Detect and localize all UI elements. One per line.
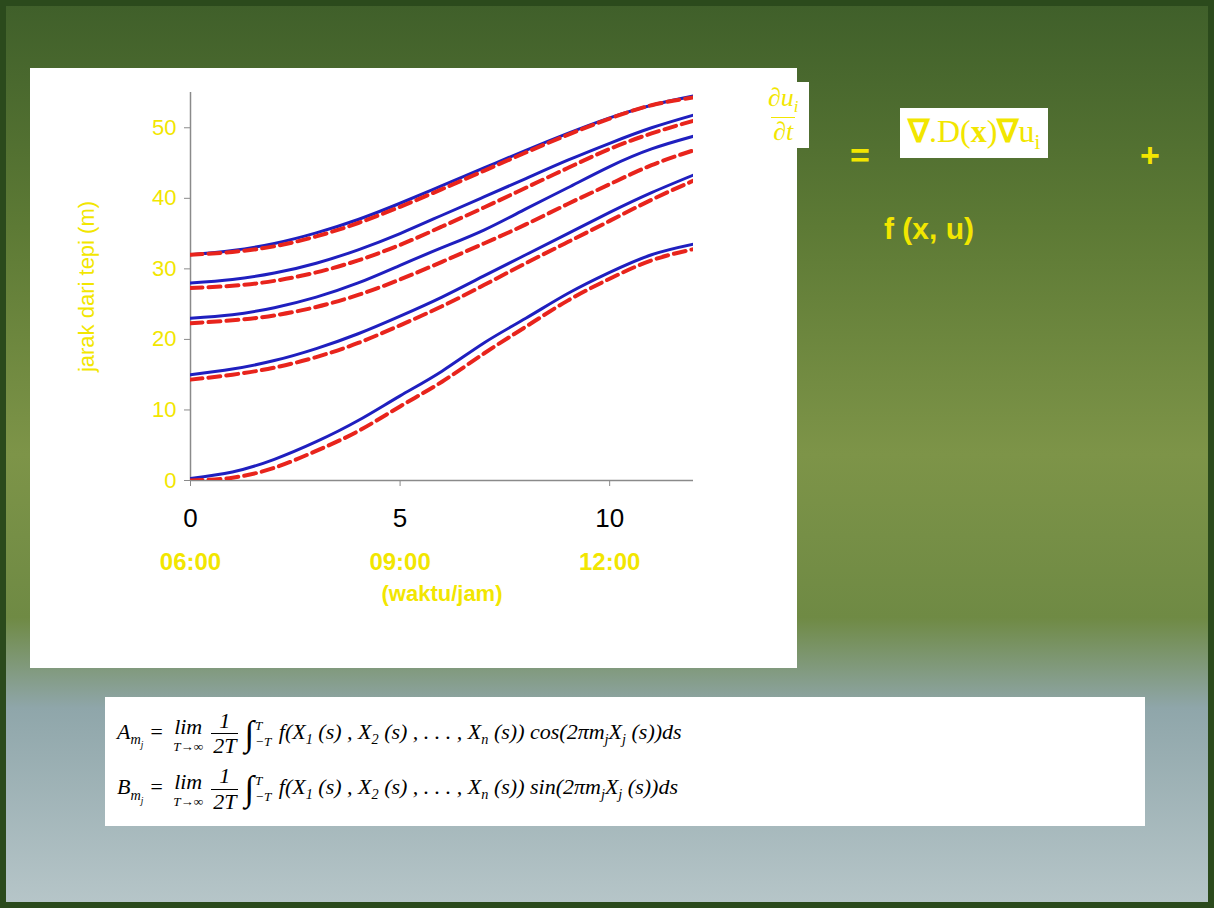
html-text:T→∞: T→∞ <box>173 794 204 810</box>
svg-text:5: 5 <box>393 503 407 533</box>
html-text:2T ∫: 2T ∫ <box>213 769 255 814</box>
svg-text:0: 0 <box>164 468 176 493</box>
svg-text:30: 30 <box>152 256 176 281</box>
svg-text:50: 50 <box>152 115 176 140</box>
svg-text:10: 10 <box>595 503 624 533</box>
html-text:= lim: = lim <box>143 769 203 800</box>
html-text:1: 1 <box>219 763 231 789</box>
html-text:Bmj: Bmj <box>117 774 144 806</box>
html-text:T: T <box>255 717 263 733</box>
html-text:−Tf(X1(s) , X2(s) , . . . , Xn: −Tf(X1(s) , X2(s) , . . . , Xn(s)) cos(2… <box>255 718 682 749</box>
svg-text:jarak dari tepi (m): jarak dari tepi (m) <box>74 201 99 373</box>
svg-text:06:00: 06:00 <box>160 548 221 575</box>
svg-text:09:00: 09:00 <box>369 548 430 575</box>
html-text:∂t: ∂t <box>773 116 794 146</box>
html-text:Amj: Amj <box>117 718 144 750</box>
html-text:∇.D(x) ∇ ui: ∇.D(x) ∇ ui <box>908 113 1041 154</box>
svg-text:0: 0 <box>183 503 197 533</box>
svg-text:20: 20 <box>152 326 176 351</box>
html-text:∂ui: ∂ui <box>768 83 799 117</box>
html-text:= lim: = lim <box>143 714 203 744</box>
svg-text:12:00: 12:00 <box>579 548 640 575</box>
svg-text:(waktu/jam): (waktu/jam) <box>381 581 502 606</box>
html-text:1: 1 <box>219 708 231 733</box>
html-text:2T ∫: 2T ∫ <box>213 714 255 759</box>
html-text:T: T <box>255 773 263 789</box>
html-text:f (x, u): f (x, u) <box>884 212 974 245</box>
svg-text:40: 40 <box>152 185 176 210</box>
svg-text:10: 10 <box>152 397 176 422</box>
html-text:−Tf(X1(s) , X2(s) , . . . , Xn: −Tf(X1(s) , X2(s) , . . . , Xn(s)) sin(2… <box>255 774 678 805</box>
html-text:T→∞: T→∞ <box>173 739 204 755</box>
